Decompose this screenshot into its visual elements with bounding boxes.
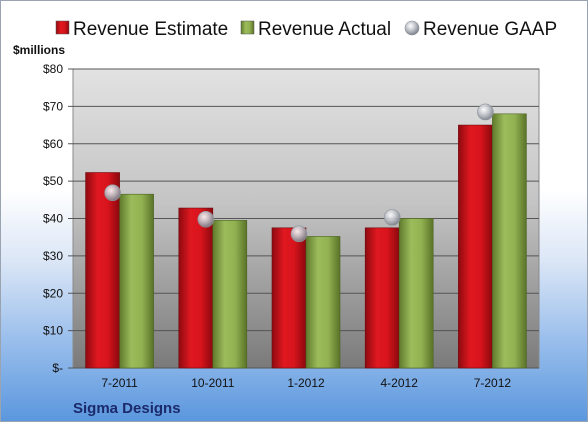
- estimate-bar: [85, 172, 120, 369]
- y-tick-label: $30: [43, 249, 63, 263]
- x-axis: 7-2011 10-2011 1-2012 4-2012 7-2012: [101, 376, 511, 390]
- x-tick-label: 7-2011: [101, 376, 138, 390]
- actual-bar: [212, 220, 248, 369]
- actual-bar: [119, 193, 154, 369]
- gaap-marker: [197, 210, 215, 228]
- legend-swatch: [55, 20, 70, 35]
- estimate-bar: [178, 207, 214, 369]
- legend-label: Revenue Actual: [258, 19, 391, 40]
- company-name: Sigma Designs: [73, 400, 181, 417]
- estimate-bar: [364, 227, 400, 369]
- y-tick-label: $20: [43, 286, 63, 300]
- y-tick-label: $70: [43, 99, 63, 113]
- legend: Revenue Estimate Revenue Actual Revenue GA…: [55, 19, 557, 40]
- x-tick-label: 10-2011: [191, 376, 234, 390]
- legend-swatch: [404, 20, 420, 36]
- gaap-marker: [290, 225, 308, 243]
- y-tick-label: $80: [43, 62, 63, 76]
- legend-label: Revenue GAAP: [423, 19, 557, 40]
- gaap-markers: [104, 103, 494, 243]
- y-tick-label: $60: [43, 137, 63, 151]
- x-tick-label: 4-2012: [381, 376, 419, 390]
- y-tick-label: $40: [43, 212, 63, 226]
- x-tick-label: 1-2012: [287, 376, 325, 390]
- actual-bar: [305, 236, 341, 369]
- actual-bar: [398, 218, 434, 369]
- gaap-marker: [383, 209, 401, 226]
- x-tick-label: 7-2012: [474, 376, 512, 390]
- y-tick-label: $50: [43, 174, 63, 188]
- actual-bar: [492, 113, 527, 369]
- legend-label: Revenue Estimate: [73, 19, 228, 40]
- bars: [85, 113, 527, 369]
- gaap-marker: [477, 103, 494, 121]
- y-axis-unit-label: $millions: [13, 43, 65, 57]
- y-tick-label: $-: [52, 361, 63, 375]
- estimate-bar: [271, 227, 307, 369]
- y-axis: $- $10 $20 $30 $40 $50 $60 $70 $80: [43, 62, 73, 375]
- y-tick-label: $10: [43, 324, 63, 338]
- legend-swatch: [240, 20, 255, 35]
- gaap-marker: [104, 184, 121, 202]
- estimate-bar: [458, 124, 493, 369]
